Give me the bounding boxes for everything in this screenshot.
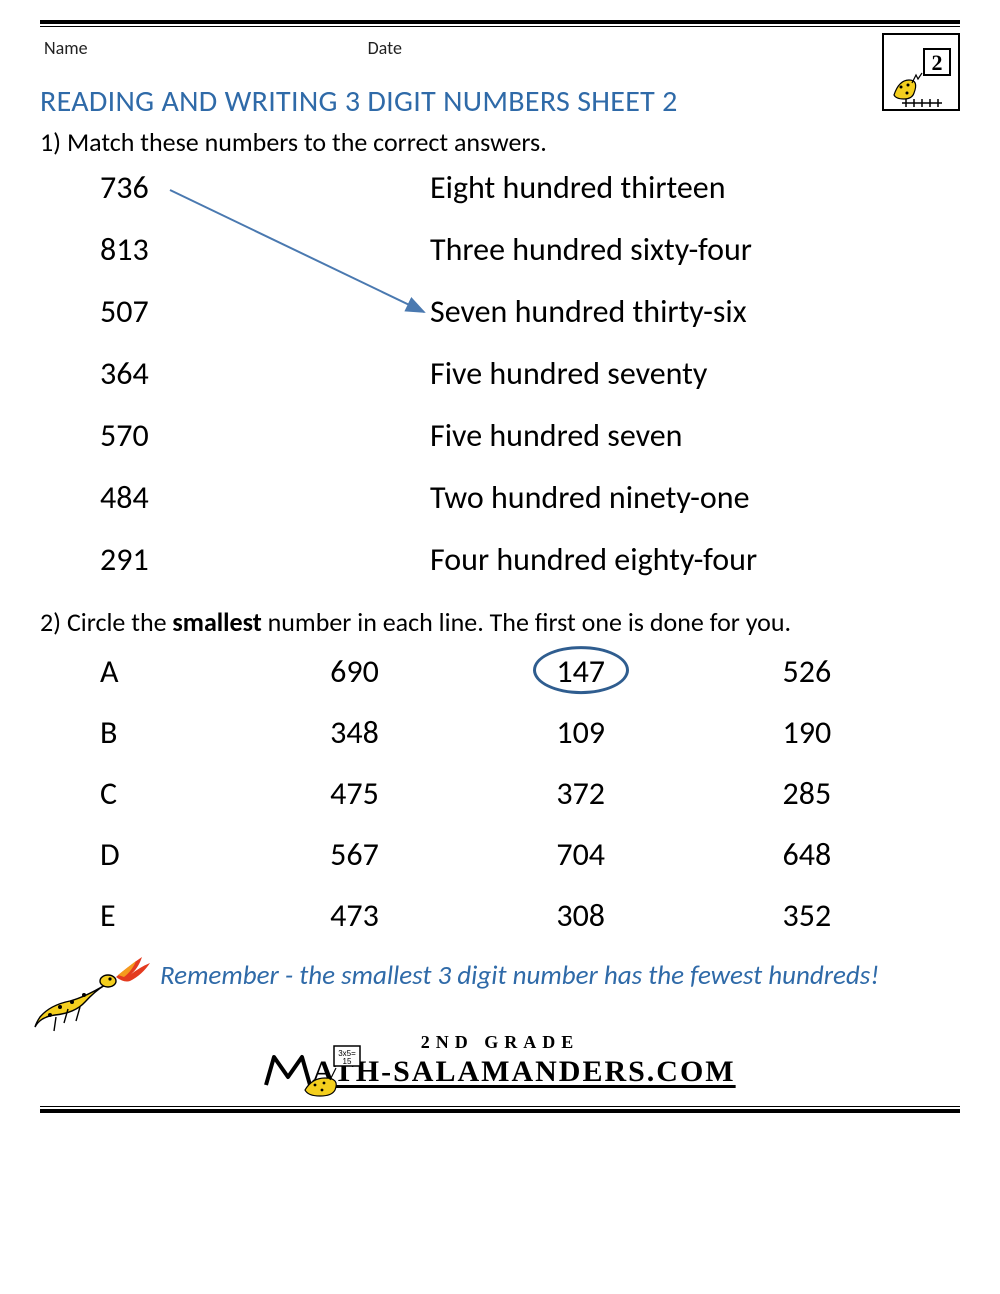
salamander-flame-icon [30, 947, 170, 1037]
q2-instruction-bold: smallest [172, 606, 261, 638]
svg-text:15: 15 [343, 1057, 352, 1066]
number-cell: 190 [694, 713, 920, 752]
row-label: C [100, 774, 241, 813]
q2-instruction: 2) Circle the smallest number in each li… [40, 606, 960, 638]
header-row: Name Date 2 [40, 37, 960, 107]
date-label: Date [368, 37, 402, 59]
remember-text: Remember - the smallest 3 digit number h… [160, 959, 879, 992]
match-word: Eight hundred thirteen [430, 172, 950, 204]
row-label: A [100, 652, 241, 691]
match-row: 507Seven hundred thirty-six [100, 296, 950, 328]
circle-row: D567704648 [100, 835, 920, 874]
footer-site: ATH-SALAMANDERS.COM [312, 1055, 735, 1088]
number-cell: 690 [241, 652, 467, 691]
match-word: Four hundred eighty-four [430, 544, 950, 576]
match-word: Five hundred seven [430, 420, 950, 452]
footer-grade: 2ND GRADE [40, 1032, 960, 1053]
number-cell: 567 [241, 835, 467, 874]
q2-instruction-post: number in each line. The first one is do… [262, 606, 791, 638]
q1-instruction: 1) Match these numbers to the correct an… [40, 126, 960, 158]
match-word: Two hundred ninety-one [430, 482, 950, 514]
match-number: 736 [100, 172, 430, 204]
match-row: 364Five hundred seventy [100, 358, 950, 390]
match-number: 484 [100, 482, 430, 514]
footer: 3x5= 15 2ND GRADE ATH-SALAMANDERS.COM [40, 1032, 960, 1102]
number-cell: 348 [241, 713, 467, 752]
match-number: 291 [100, 544, 430, 576]
number-cell: 147 [468, 652, 694, 691]
match-row: 484Two hundred ninety-one [100, 482, 950, 514]
number-cell: 372 [468, 774, 694, 813]
row-label: B [100, 713, 241, 752]
footer-salamander-icon: 3x5= 15 [300, 1040, 370, 1100]
match-row: 570Five hundred seven [100, 420, 950, 452]
match-word: Seven hundred thirty-six [430, 296, 950, 328]
match-word: Five hundred seventy [430, 358, 950, 390]
number-cell: 526 [694, 652, 920, 691]
remember-row: Remember - the smallest 3 digit number h… [40, 959, 960, 992]
grade-number: 2 [932, 50, 943, 75]
number-cell: 352 [694, 896, 920, 935]
match-word: Three hundred sixty-four [430, 234, 950, 266]
circle-table: A690147526 B348109190 C475372285 D567704648… [40, 652, 960, 935]
salamander-logo-icon: 2 [884, 35, 958, 109]
row-label: E [100, 896, 241, 935]
match-number: 813 [100, 234, 430, 266]
row-label: D [100, 835, 241, 874]
number-cell: 285 [694, 774, 920, 813]
match-row: 291Four hundred eighty-four [100, 544, 950, 576]
bottom-rule [40, 1106, 960, 1113]
number-cell: 475 [241, 774, 467, 813]
match-number: 570 [100, 420, 430, 452]
match-number: 364 [100, 358, 430, 390]
match-number: 507 [100, 296, 430, 328]
worksheet-page: Name Date 2 READING AND WRITING 3 DIGIT … [0, 0, 1000, 1123]
grade-logo: 2 [882, 33, 960, 111]
match-row: 736Eight hundred thirteen [100, 172, 950, 204]
circle-row: E473308352 [100, 896, 920, 935]
answer-circle-icon [533, 646, 629, 694]
number-cell: 704 [468, 835, 694, 874]
name-label: Name [44, 37, 88, 59]
match-area: 736Eight hundred thirteen813Three hundre… [40, 172, 960, 576]
number-cell: 308 [468, 896, 694, 935]
top-rule [40, 20, 960, 27]
number-cell: 648 [694, 835, 920, 874]
circle-row: C475372285 [100, 774, 920, 813]
number-cell: 109 [468, 713, 694, 752]
number-cell: 473 [241, 896, 467, 935]
circle-row: A690147526 [100, 652, 920, 691]
footer-site-row: ATH-SALAMANDERS.COM [40, 1053, 960, 1089]
match-row: 813Three hundred sixty-four [100, 234, 950, 266]
q2-instruction-pre: 2) Circle the [40, 606, 172, 638]
circle-row: B348109190 [100, 713, 920, 752]
